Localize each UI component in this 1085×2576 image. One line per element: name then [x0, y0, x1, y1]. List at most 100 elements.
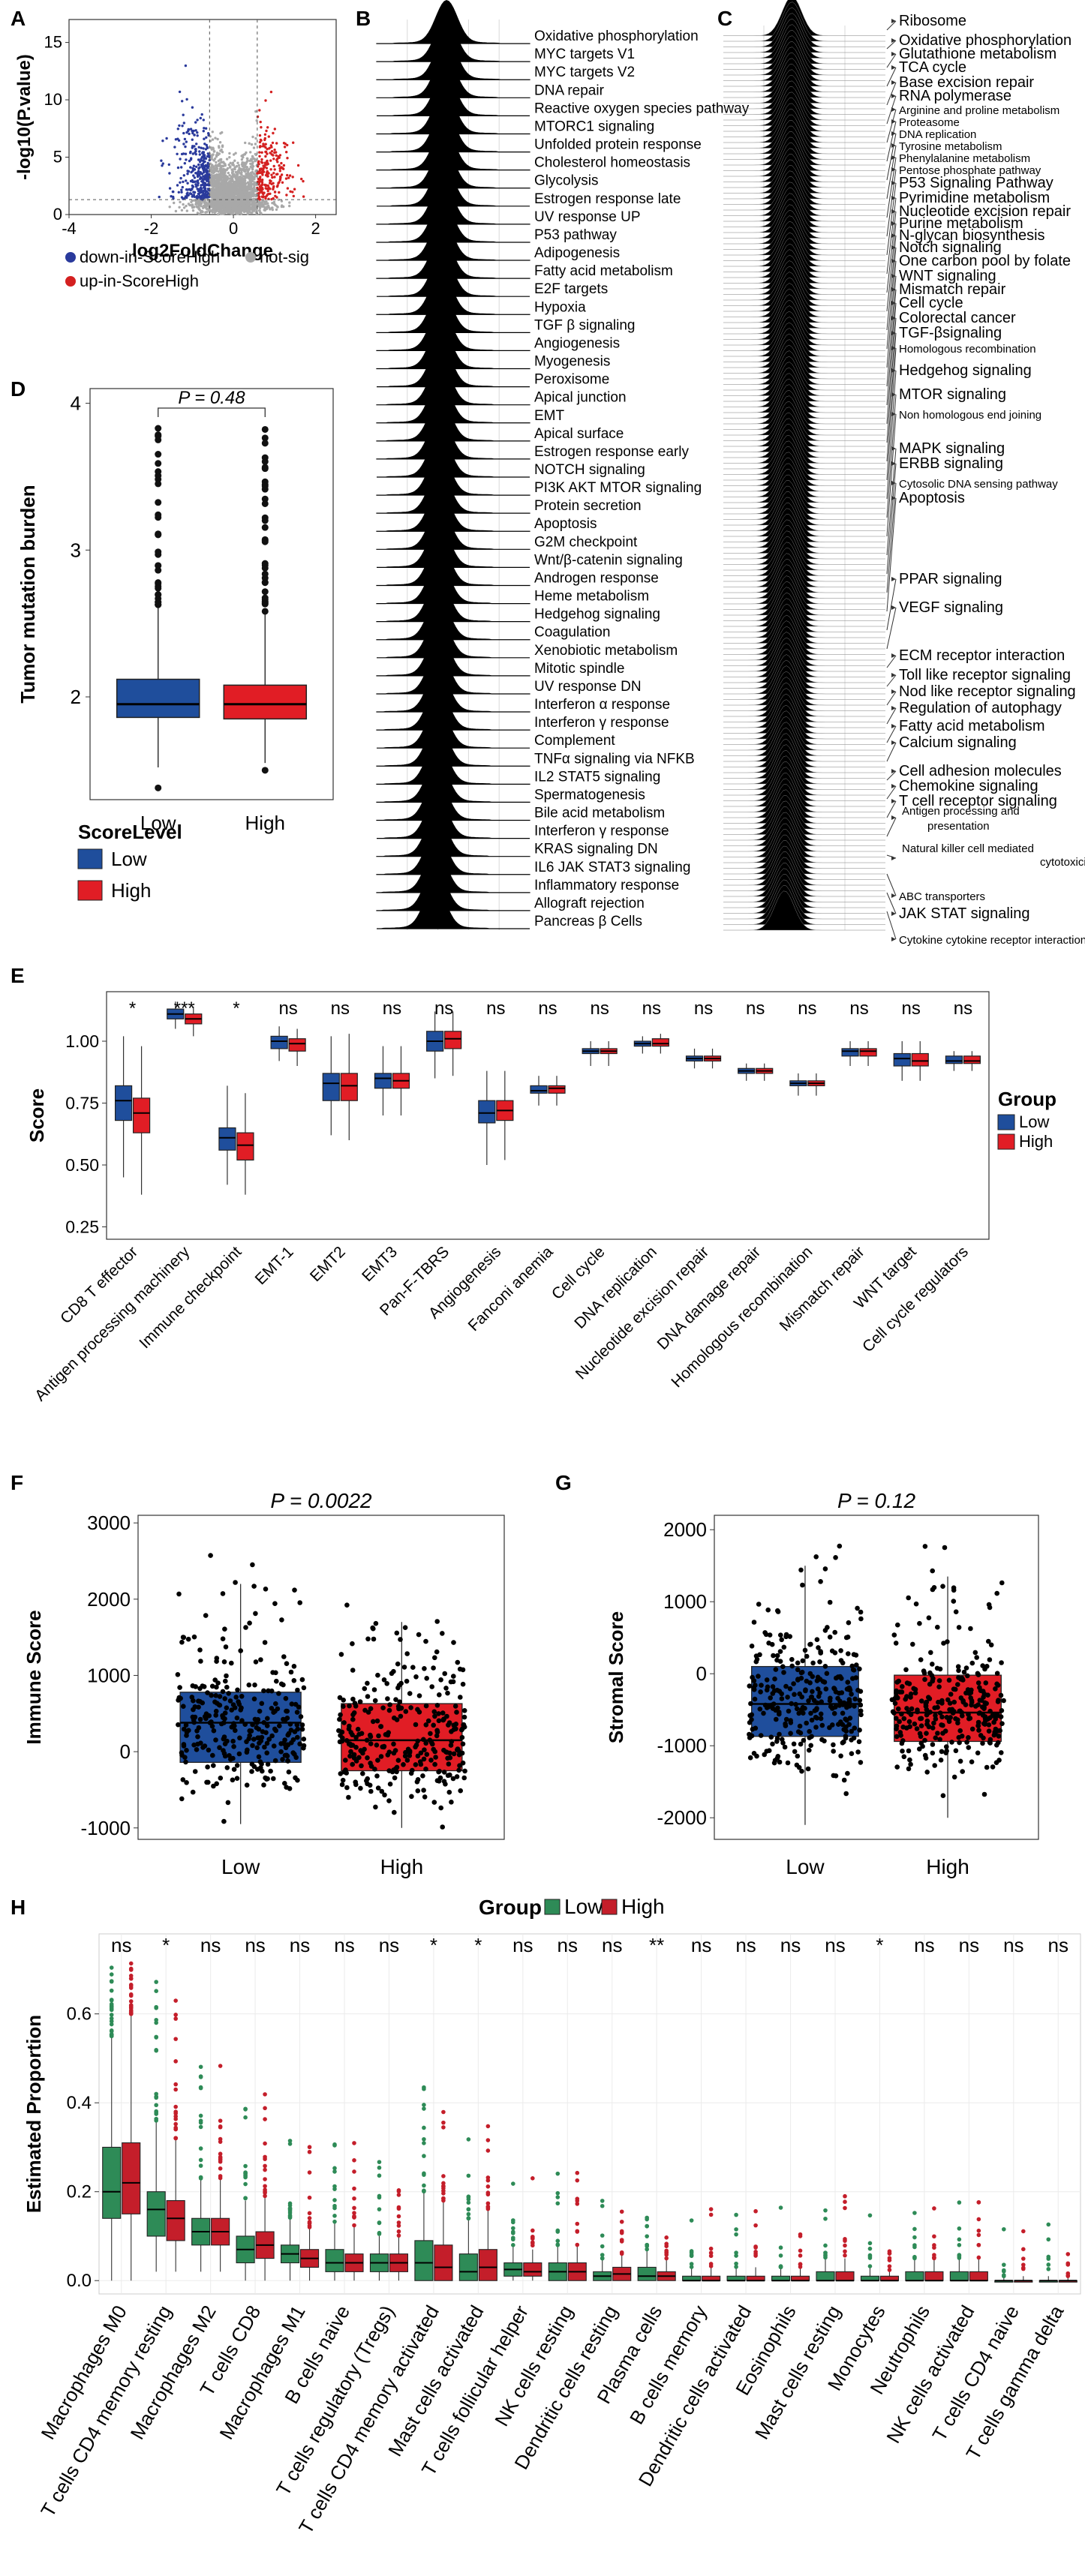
pathway-label: One carbon pool by folate — [899, 253, 1071, 269]
box — [132, 1097, 151, 1133]
jitter-point — [969, 1660, 975, 1666]
jitter-point — [822, 1738, 827, 1744]
x-tick-label: Immune checkpoint — [136, 1243, 245, 1352]
outlier-point — [352, 2158, 356, 2163]
label-leader — [886, 578, 897, 631]
volcano-point — [189, 179, 193, 183]
pathway-label: Wnt/β-catenin signaling — [534, 552, 683, 568]
jitter-point — [298, 1714, 304, 1719]
volcano-point — [160, 159, 163, 162]
outlier-point — [261, 588, 269, 596]
outlier-point — [109, 1972, 114, 1977]
volcano-point — [173, 201, 176, 205]
jitter-point — [451, 1751, 457, 1757]
legend-swatch — [997, 1133, 1015, 1150]
jitter-point — [846, 1697, 852, 1702]
jitter-point — [993, 1726, 999, 1732]
outlier-point — [243, 2181, 248, 2187]
outlier-point — [155, 499, 162, 506]
jitter-point — [900, 1725, 906, 1730]
volcano-point — [182, 206, 186, 209]
volcano-point — [260, 158, 263, 161]
significance-label: ns — [331, 998, 350, 1019]
volcano-point — [272, 158, 275, 161]
jitter-point — [953, 1748, 959, 1754]
jitter-point — [367, 1782, 373, 1788]
box — [945, 1055, 963, 1064]
volcano-point — [215, 206, 218, 209]
jitter-point — [987, 1657, 993, 1662]
jitter-point — [446, 1789, 452, 1795]
jitter-point — [969, 1759, 975, 1764]
label-leader — [886, 800, 897, 818]
jitter-point — [818, 1579, 823, 1584]
jitter-point — [237, 1735, 242, 1741]
significance-label: ns — [383, 998, 401, 1019]
jitter-point — [392, 1775, 398, 1781]
jitter-point — [445, 1773, 451, 1779]
arrow-head — [891, 209, 896, 214]
jitter-point — [753, 1725, 759, 1731]
jitter-point — [795, 1660, 801, 1666]
outlier-point — [575, 2229, 580, 2234]
jitter-point — [814, 1637, 820, 1642]
jitter-point — [827, 1635, 833, 1640]
pathway-label: Regulation of autophagy — [899, 700, 1062, 716]
volcano-point — [227, 171, 230, 175]
volcano-point — [244, 141, 247, 145]
volcano-point — [245, 196, 249, 199]
jitter-point — [828, 1704, 834, 1710]
jitter-point — [299, 1726, 305, 1732]
volcano-point — [265, 184, 268, 187]
jitter-point — [443, 1782, 448, 1787]
jitter-point — [792, 1749, 798, 1755]
jitter-point — [437, 1768, 442, 1774]
jitter-point — [791, 1681, 796, 1686]
jitter-point — [431, 1800, 437, 1805]
jitter-point — [229, 1725, 235, 1730]
pathway-label: Non homologous end joining — [899, 409, 1041, 422]
outlier-point — [511, 2243, 515, 2247]
volcano-point — [196, 134, 199, 137]
volcano-point — [201, 194, 205, 197]
outlier-point — [218, 2154, 223, 2160]
jitter-point — [775, 1754, 781, 1759]
pathway-label: Spermatogenesis — [534, 787, 645, 803]
x-tick-label: EMT-1 — [252, 1243, 297, 1288]
outlier-point — [173, 2059, 178, 2064]
volcano-point — [195, 165, 198, 168]
jitter-point — [428, 1758, 434, 1763]
jitter-point — [943, 1750, 948, 1755]
jitter-point — [233, 1580, 238, 1585]
x-tick-label: -4 — [62, 219, 77, 238]
jitter-point — [823, 1686, 829, 1692]
box — [414, 2240, 434, 2281]
jitter-point — [756, 1602, 762, 1607]
significance-label: ns — [849, 998, 868, 1019]
jitter-point — [251, 1737, 257, 1742]
jitter-point — [421, 1788, 426, 1793]
jitter-point — [421, 1756, 427, 1762]
jitter-point — [775, 1609, 781, 1614]
volcano-point — [215, 175, 218, 178]
volcano-point — [240, 212, 243, 215]
jitter-point — [779, 1696, 785, 1701]
outlier-point — [261, 767, 269, 774]
jitter-point — [924, 1770, 930, 1775]
jitter-point — [960, 1769, 965, 1774]
volcano-point — [231, 172, 234, 175]
pathway-label: Glycolysis — [534, 173, 599, 189]
jitter-point — [271, 1743, 277, 1749]
pathway-label: Calcium signaling — [899, 734, 1017, 751]
volcano-point — [202, 178, 206, 181]
volcano-point — [190, 200, 193, 203]
volcano-point — [174, 138, 178, 141]
jitter-point — [350, 1696, 356, 1702]
jitter-point — [903, 1667, 909, 1673]
volcano-point — [260, 203, 264, 206]
jitter-point — [461, 1708, 467, 1713]
outlier-point — [441, 2109, 446, 2115]
jitter-point — [281, 1682, 286, 1688]
jitter-point — [966, 1745, 972, 1750]
jitter-point — [930, 1568, 935, 1574]
